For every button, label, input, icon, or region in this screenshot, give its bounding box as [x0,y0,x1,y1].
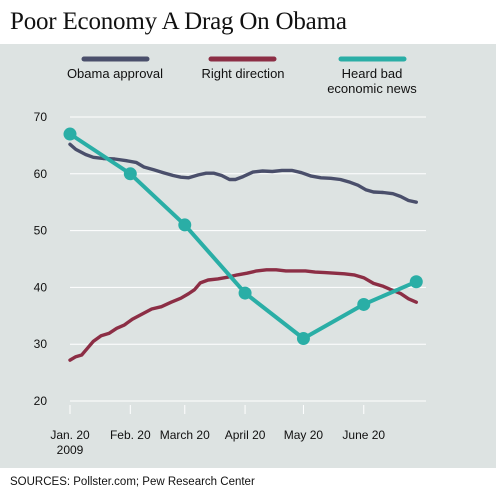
x-tick-label-may-20: May 20 [284,428,324,442]
y-tick-label-60: 60 [34,167,48,181]
data-point-heard-bad-economic-news-5 [357,297,371,311]
legend-label-heard-bad-news-line2: economic news [327,81,417,96]
x-tick-label-april-20: April 20 [225,428,266,442]
y-tick-label-70: 70 [34,110,48,124]
source-note: SOURCES: Pollster.com; Pew Research Cent… [10,476,255,488]
legend-label-heard-bad-news-line1: Heard bad [342,66,403,81]
series-right-direction [68,268,418,362]
data-point-heard-bad-economic-news-4 [296,332,310,346]
x-tick-label-year: 2009 [57,443,84,457]
y-tick-label-40: 40 [34,280,48,294]
legend: Obama approval Right direction Heard bad… [67,56,417,96]
legend-label-right-direction: Right direction [201,66,284,81]
x-tick-label-feb-20: Feb. 20 [110,428,151,442]
data-point-heard-bad-economic-news-1 [123,167,137,181]
y-tick-label-50: 50 [34,224,48,238]
series-layer [63,127,423,362]
series-heard-bad-economic-news [63,127,423,346]
y-axis: 20 30 40 50 60 70 [34,110,48,408]
series-obama-approval [68,142,418,204]
plot-background [0,44,496,468]
y-tick-label-20: 20 [34,394,48,408]
data-point-heard-bad-economic-news-0 [63,127,77,141]
x-tick-label-march-20: March 20 [160,428,210,442]
series-line-right-direction [68,268,418,362]
y-tick-label-30: 30 [34,337,48,351]
legend-label-obama-approval: Obama approval [67,66,163,81]
series-line-obama-approval [68,142,418,204]
data-point-heard-bad-economic-news-6 [409,275,423,289]
data-point-heard-bad-economic-news-2 [178,218,192,232]
chart-title: Poor Economy A Drag On Obama [10,8,347,35]
data-point-heard-bad-economic-news-3 [238,286,252,300]
x-tick-label-june-20: June 20 [342,428,385,442]
grid [70,116,426,402]
x-tick-label-jan-20: Jan. 20 [50,428,90,442]
